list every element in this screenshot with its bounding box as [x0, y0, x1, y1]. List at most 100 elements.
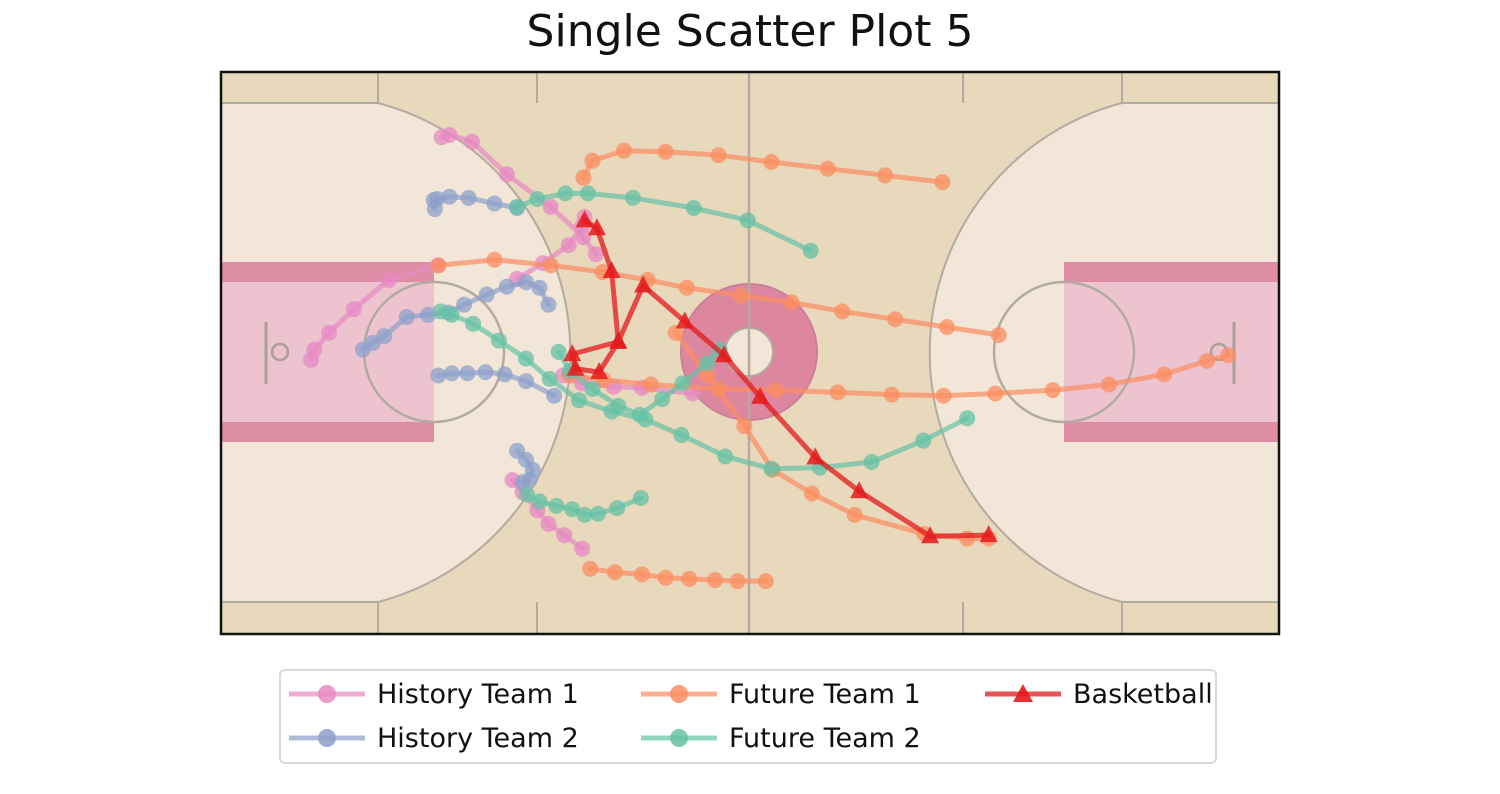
player-marker — [631, 406, 648, 423]
player-marker — [606, 564, 623, 581]
legend-marker-circle — [641, 729, 717, 747]
player-marker — [550, 343, 567, 360]
ball-marker — [634, 275, 653, 293]
player-marker — [1220, 347, 1237, 364]
legend-item-basketball: Basketball — [981, 676, 1213, 712]
legend-marker-circle — [641, 685, 717, 703]
player-marker — [987, 385, 1004, 402]
ball-marker — [751, 386, 770, 404]
player-marker — [542, 198, 559, 215]
player-marker — [1044, 382, 1061, 399]
player-marker — [717, 448, 734, 465]
player-marker — [632, 489, 649, 506]
player-marker — [548, 497, 565, 514]
legend-marker-circle — [289, 685, 365, 703]
player-marker — [398, 309, 415, 326]
player-marker — [990, 327, 1007, 344]
legend-marker-circle — [289, 729, 365, 747]
player-marker — [710, 147, 727, 164]
player-marker — [529, 191, 546, 208]
player-marker — [763, 153, 780, 170]
player-marker — [642, 376, 659, 393]
player-marker — [441, 188, 458, 205]
player-marker — [498, 278, 515, 295]
player-marker — [699, 367, 716, 384]
player-marker — [590, 505, 607, 522]
player-marker — [834, 303, 851, 320]
player-marker — [540, 515, 557, 532]
player-marker — [935, 387, 952, 404]
player-marker — [376, 328, 393, 345]
player-marker — [574, 540, 591, 557]
player-marker — [557, 185, 574, 202]
player-marker — [459, 365, 476, 382]
player-marker — [514, 474, 531, 491]
player-marker — [1198, 352, 1215, 369]
court-background — [221, 72, 1279, 634]
player-marker — [584, 380, 601, 397]
player-marker — [443, 365, 460, 382]
player-marker — [609, 500, 626, 517]
player-marker — [486, 251, 503, 268]
player-marker — [420, 306, 437, 323]
player-marker — [542, 257, 559, 274]
ball-marker — [587, 218, 606, 236]
ball-marker — [921, 526, 940, 544]
player-marker — [802, 242, 819, 259]
player-marker — [657, 569, 674, 586]
player-marker — [518, 373, 535, 390]
player-marker — [460, 189, 477, 206]
player-marker — [584, 152, 601, 169]
legend-item-history-team-2: History Team 2 — [285, 720, 579, 756]
player-marker — [564, 501, 581, 518]
player-marker — [959, 530, 976, 547]
player-marker — [739, 212, 756, 229]
player-marker — [667, 324, 684, 341]
player-marker — [496, 366, 513, 383]
player-marker — [570, 392, 587, 409]
legend-marker-triangle — [985, 684, 1061, 702]
legend-label: History Team 2 — [377, 722, 579, 754]
player-marker — [736, 418, 753, 435]
player-marker — [819, 160, 836, 177]
player-marker — [540, 296, 557, 313]
player-marker — [575, 169, 592, 186]
player-marker — [491, 332, 508, 349]
player-marker — [321, 324, 338, 341]
player-marker — [456, 296, 473, 313]
player-marker — [938, 319, 955, 336]
player-marker — [441, 126, 458, 143]
player-marker — [465, 315, 482, 332]
player-marker — [430, 257, 447, 274]
legend-item-future-team-1: Future Team 1 — [637, 676, 921, 712]
ball-marker — [575, 210, 594, 228]
basketball-court-chart — [219, 70, 1281, 636]
trajectory-line — [437, 308, 970, 472]
legend: History Team 1 History Team 2 Future Tea… — [279, 669, 1217, 764]
player-marker — [757, 573, 774, 590]
player-marker — [1156, 366, 1173, 383]
player-marker — [803, 485, 820, 502]
player-marker — [546, 387, 563, 404]
series-basketball — [563, 210, 998, 544]
trajectory-layer — [303, 126, 1237, 590]
player-marker — [498, 166, 515, 183]
ball-marker — [566, 358, 585, 376]
legend-item-future-team-2: Future Team 2 — [637, 720, 921, 756]
player-marker — [959, 410, 976, 427]
legend-label: Future Team 1 — [729, 678, 921, 710]
chart-title: Single Scatter Plot 5 — [526, 6, 974, 57]
trajectory-line — [435, 257, 1002, 338]
legend-item-history-team-1: History Team 1 — [285, 676, 579, 712]
player-marker — [699, 355, 716, 372]
player-marker — [560, 237, 577, 254]
player-marker — [615, 142, 632, 159]
player-marker — [531, 279, 548, 296]
ball-marker — [850, 481, 869, 499]
player-marker — [380, 271, 397, 288]
player-marker — [430, 367, 447, 384]
player-marker — [685, 200, 702, 217]
player-marker — [863, 454, 880, 471]
legend-label: Basketball — [1073, 678, 1213, 710]
player-marker — [518, 274, 535, 291]
